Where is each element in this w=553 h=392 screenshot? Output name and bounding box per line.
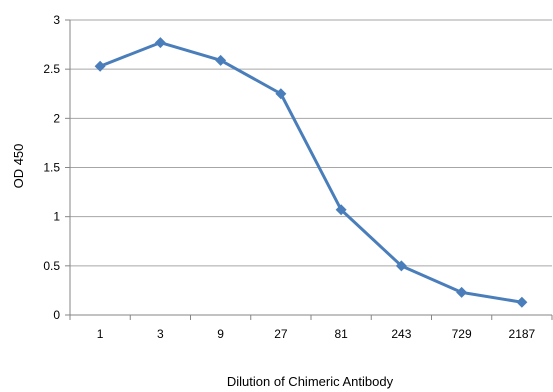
- data-point: [395, 260, 407, 272]
- x-tick-label: 81: [334, 327, 348, 341]
- y-tick-labels: 0 0.5 1 1.5 2 2.5 3: [43, 13, 60, 322]
- data-point: [94, 60, 106, 72]
- y-tick-label: 1.5: [43, 161, 60, 175]
- data-point: [275, 88, 287, 100]
- x-axis-title: Dilution of Chimeric Antibody: [227, 374, 394, 389]
- x-tick-label: 3: [157, 327, 164, 341]
- data-point: [154, 37, 166, 49]
- x-tick-label: 243: [391, 327, 411, 341]
- x-tick-labels: 1 3 9 27 81 243 729 2187: [97, 327, 536, 341]
- data-point: [335, 204, 347, 216]
- gridlines: [70, 19, 552, 267]
- y-tick-label: 2.5: [43, 62, 60, 76]
- x-tick-label: 9: [217, 327, 224, 341]
- y-tick-label: 1: [53, 210, 60, 224]
- data-point: [215, 54, 227, 66]
- series-line: [99, 41, 523, 304]
- x-tick-label: 729: [452, 327, 472, 341]
- y-tick-label: 3: [53, 13, 60, 27]
- x-tick-label: 2187: [509, 327, 536, 341]
- series-layer: [94, 37, 528, 308]
- y-axis-title: OD 450: [11, 144, 26, 189]
- axes: [65, 19, 553, 320]
- x-tick-label: 27: [274, 327, 288, 341]
- y-tick-label: 0.5: [43, 259, 60, 273]
- data-point: [516, 296, 528, 308]
- y-tick-label: 2: [53, 111, 60, 125]
- y-tick-label: 0: [53, 308, 60, 322]
- data-point: [456, 286, 468, 298]
- x-tick-label: 1: [97, 327, 104, 341]
